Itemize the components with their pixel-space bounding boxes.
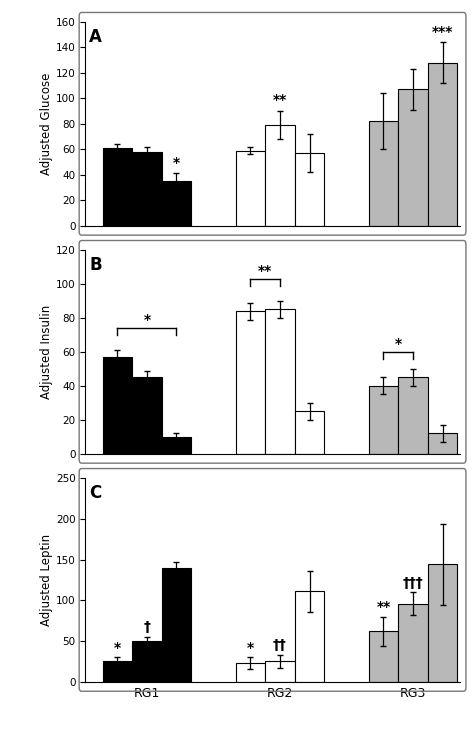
Bar (265, 125, 295, 226)
Bar (162, 567, 191, 682)
Bar (369, 631, 398, 682)
Bar (369, 386, 398, 454)
Bar (102, 661, 132, 682)
Text: **: ** (376, 600, 391, 614)
Text: ††: †† (273, 638, 287, 652)
Text: A: A (89, 28, 102, 46)
Y-axis label: Adjusted Glucose: Adjusted Glucose (40, 73, 53, 175)
Bar (265, 661, 295, 682)
Bar (162, 181, 191, 226)
Bar (265, 309, 295, 454)
Bar (428, 564, 457, 682)
Bar (102, 357, 132, 454)
Text: †††: ††† (402, 575, 423, 589)
Y-axis label: Adjusted Insulin: Adjusted Insulin (40, 305, 53, 399)
Text: **: ** (258, 264, 272, 278)
Bar (102, 148, 132, 226)
Bar (236, 663, 265, 682)
Bar (295, 153, 324, 226)
Text: *: * (143, 313, 150, 327)
Y-axis label: Adjusted Leptin: Adjusted Leptin (40, 534, 53, 626)
Text: B: B (89, 256, 102, 274)
Bar (398, 89, 428, 226)
Bar (236, 311, 265, 454)
Text: *: * (114, 641, 121, 655)
Text: *: * (395, 337, 402, 351)
Text: †: † (144, 620, 150, 635)
Text: C: C (89, 485, 101, 502)
Bar (398, 603, 428, 682)
Bar (132, 377, 162, 454)
Bar (162, 437, 191, 454)
Bar (428, 63, 457, 226)
Bar (369, 121, 398, 226)
Bar (295, 411, 324, 454)
Bar (132, 641, 162, 682)
Bar (295, 592, 324, 682)
Bar (398, 377, 428, 454)
Bar (236, 150, 265, 226)
Bar (132, 152, 162, 226)
Bar (428, 433, 457, 454)
Text: *: * (247, 641, 254, 655)
Text: ***: *** (432, 24, 453, 39)
Text: **: ** (273, 93, 287, 107)
Text: *: * (173, 155, 180, 169)
